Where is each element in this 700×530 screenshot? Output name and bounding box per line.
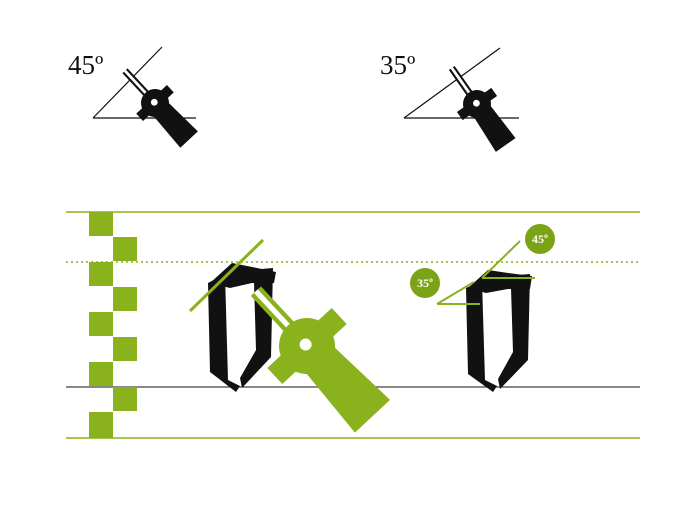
pen-angle-45-guide [188,238,265,313]
angle-35-guide-diagonal [436,281,475,305]
blackletter-o-35 [436,240,535,392]
pen-nib-icon [250,286,391,433]
angle-45-label: 45º [68,50,104,80]
pen-nib-icon [448,65,516,152]
angle-45-guide-diagonal [481,240,521,279]
angle-45-diagonal [92,46,163,119]
pen-angle-35-figure [403,47,519,152]
pen-nib-icon [122,68,198,148]
writing-guidelines [66,211,640,439]
pen-angle-45-figure [92,46,198,148]
nib-width-ladder [89,212,137,438]
angle-35-diagonal [403,47,501,119]
angle-35-label: 35º [380,50,416,80]
angle-45-badge: 45º [525,224,555,254]
angle-35-badge: 35º [410,268,440,298]
